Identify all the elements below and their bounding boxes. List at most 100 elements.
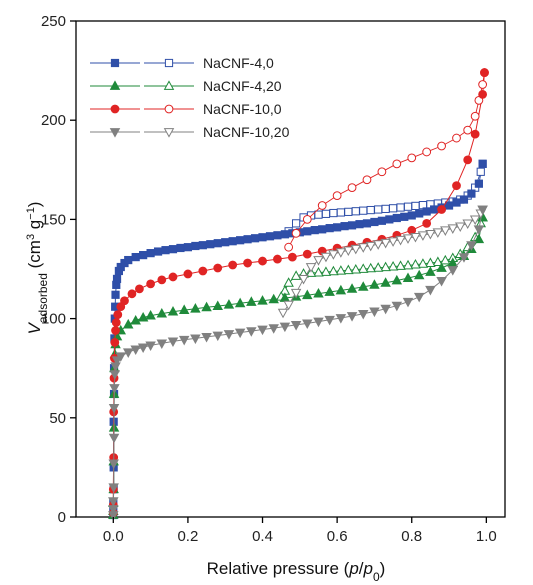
desorption-point — [377, 167, 387, 177]
y-title-unit-open: (cm — [25, 240, 44, 273]
desorption-point — [380, 238, 391, 249]
adsorption-point — [466, 241, 477, 251]
adsorption-point — [161, 246, 170, 255]
adsorption-point — [115, 352, 127, 362]
adsorption-point — [413, 269, 425, 280]
legend-marker-open — [163, 80, 175, 90]
adsorption-point — [478, 90, 488, 99]
desorption-point — [284, 242, 294, 252]
adsorption-point — [273, 231, 282, 240]
adsorption-point — [183, 243, 193, 252]
adsorption-point — [392, 213, 401, 223]
desorption-point — [432, 256, 444, 266]
adsorption-point — [258, 256, 267, 266]
desorption-point — [365, 241, 376, 252]
adsorption-point — [130, 314, 141, 325]
adsorption-point — [183, 269, 193, 279]
adsorption-point — [234, 328, 246, 339]
adsorption-point — [223, 299, 235, 309]
desorption-point — [403, 202, 413, 211]
desorption-point — [302, 215, 312, 224]
desorption-point — [291, 228, 301, 238]
adsorption-point — [190, 303, 201, 313]
adsorption-point — [213, 263, 223, 273]
adsorption-point — [234, 297, 246, 308]
adsorption-point — [167, 337, 179, 348]
adsorption-point — [137, 311, 149, 322]
adsorption-point — [333, 223, 342, 232]
desorption-point — [357, 243, 369, 253]
desorption-point — [437, 141, 446, 151]
desorption-point — [314, 210, 323, 219]
adsorption-point — [422, 218, 432, 228]
legend-item: NaCNF-10,0 — [90, 101, 282, 117]
adsorption-point — [369, 279, 380, 289]
desorption-point — [387, 260, 399, 271]
adsorption-point — [310, 226, 319, 235]
desorption-point — [402, 234, 414, 244]
adsorption-point — [377, 216, 386, 225]
desorption-point — [344, 207, 353, 216]
desorption-point — [321, 209, 331, 218]
adsorption-point — [213, 239, 222, 248]
adsorption-point — [459, 195, 469, 204]
desorption-point — [407, 153, 417, 163]
desorption-point — [425, 229, 436, 240]
desorption-point — [395, 260, 406, 270]
adsorption-point — [385, 215, 394, 224]
y-title-unit-close: ) — [25, 202, 44, 208]
adsorption-point — [236, 236, 245, 245]
adsorption-point — [120, 296, 129, 306]
adsorption-point — [463, 155, 473, 165]
adsorption-point — [228, 237, 237, 246]
desorption-point — [422, 147, 432, 157]
adsorption-point — [243, 258, 253, 268]
adsorption-point — [246, 327, 257, 337]
adsorption-point — [190, 334, 201, 345]
desorption-point — [283, 277, 294, 287]
desorption-point — [313, 266, 324, 277]
adsorption-point — [302, 319, 313, 329]
adsorption-point — [191, 241, 200, 251]
y-tick-label: 50 — [49, 410, 66, 427]
desorption-point — [343, 264, 354, 275]
desorption-point — [452, 133, 461, 143]
desorption-point — [313, 256, 324, 266]
adsorption-point — [273, 254, 282, 264]
adsorption-point — [436, 262, 447, 272]
y-title-vsub: adsorbed — [36, 273, 50, 323]
adsorption-point — [137, 343, 149, 354]
adsorption-point — [124, 255, 133, 265]
adsorption-point — [108, 433, 120, 444]
desorption-point — [447, 224, 459, 234]
desorption-point — [317, 201, 327, 210]
desorption-point — [440, 226, 451, 236]
adsorption-point — [201, 332, 212, 343]
desorption-point — [350, 244, 362, 255]
desorption-point — [290, 288, 302, 299]
adsorption-point — [467, 189, 476, 198]
x-title-sub: 0 — [373, 570, 380, 584]
plot-border — [75, 20, 506, 518]
adsorption-point — [257, 325, 268, 336]
adsorption-point — [109, 384, 120, 394]
x-title-prefix: Relative pressure ( — [207, 559, 350, 578]
adsorption-point — [201, 301, 212, 312]
x-tick-label: 0.2 — [177, 528, 198, 545]
desorption-point — [432, 228, 444, 238]
adsorption-point — [257, 295, 268, 305]
adsorption-point — [477, 205, 488, 216]
y-tick-label: 0 — [58, 509, 66, 526]
desorption-point — [410, 258, 421, 269]
y-tick-label: 200 — [41, 112, 66, 129]
adsorption-point — [111, 326, 120, 335]
desorption-point — [298, 275, 309, 285]
legend-marker-filled — [110, 104, 120, 114]
desorption-point — [374, 205, 383, 214]
adsorption-point — [313, 317, 324, 328]
desorption-point — [476, 167, 485, 176]
desorption-point — [283, 300, 294, 311]
adsorption-point — [146, 279, 156, 289]
adsorption-point — [430, 205, 439, 214]
y-title-g: g — [25, 220, 44, 234]
